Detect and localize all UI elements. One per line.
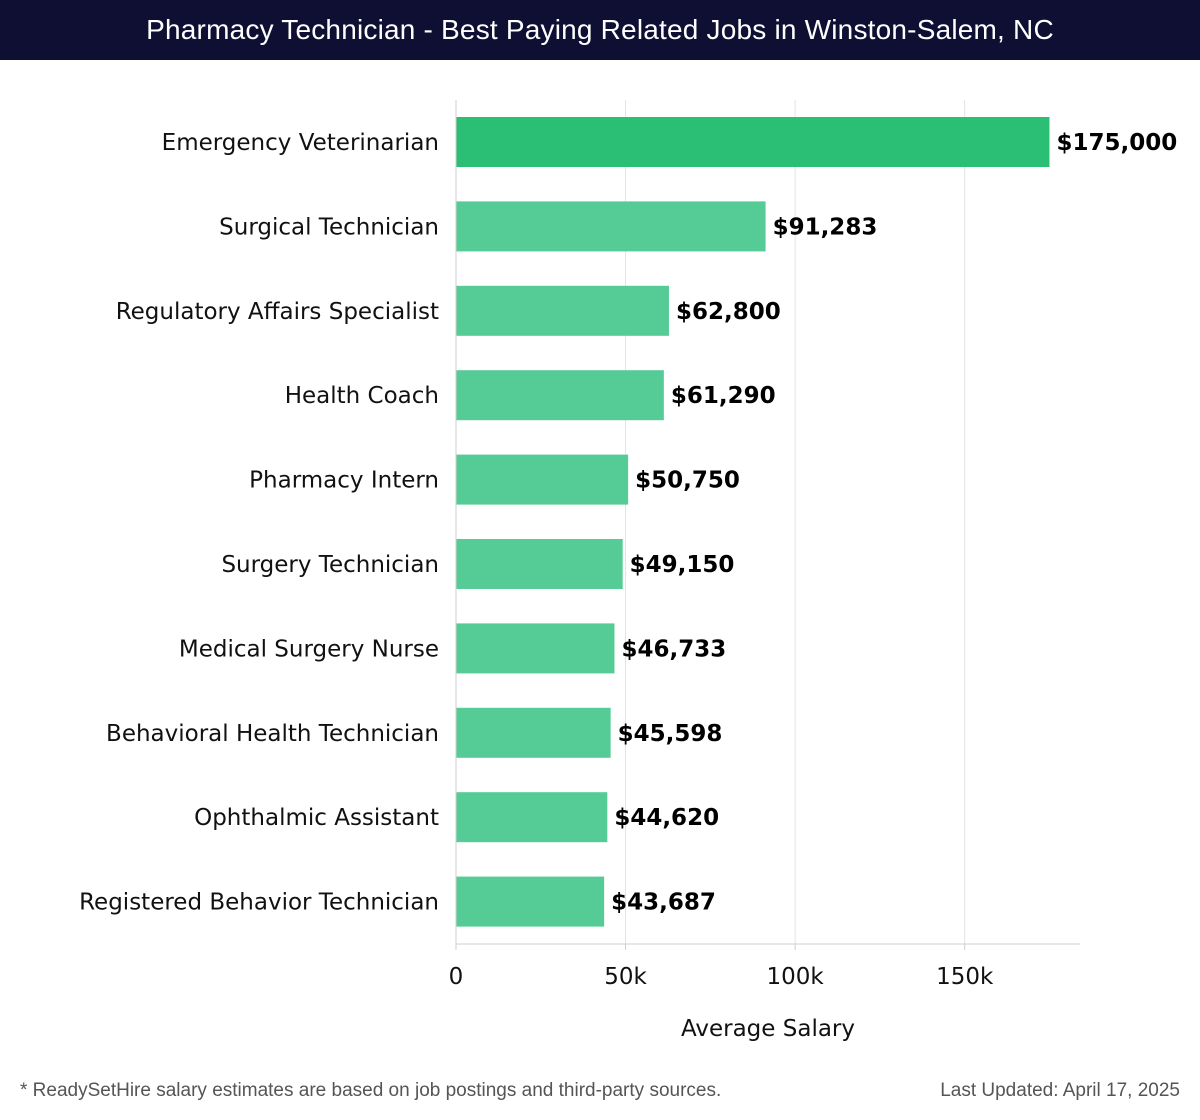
category-label: Medical Surgery Nurse — [179, 636, 439, 662]
category-label: Registered Behavior Technician — [79, 890, 439, 916]
bar — [456, 539, 623, 589]
value-label: $62,800 — [676, 299, 781, 325]
value-label: $175,000 — [1056, 130, 1177, 156]
category-label: Ophthalmic Assistant — [194, 805, 439, 831]
bar — [456, 792, 608, 843]
value-label: $44,620 — [614, 805, 719, 831]
footer-disclaimer: * ReadySetHire salary estimates are base… — [20, 1080, 722, 1101]
value-label: $43,687 — [611, 890, 716, 916]
x-tick-label: 150k — [936, 964, 994, 990]
category-label: Health Coach — [285, 383, 439, 409]
category-label: Behavioral Health Technician — [106, 721, 439, 747]
chart-header: Pharmacy Technician - Best Paying Relate… — [0, 0, 1200, 60]
bar — [456, 285, 669, 336]
bar — [456, 454, 629, 505]
bar — [456, 707, 611, 758]
value-label: $61,290 — [671, 383, 776, 409]
category-label: Emergency Veterinarian — [162, 130, 439, 156]
bar — [456, 370, 664, 421]
x-tick-label: 100k — [767, 964, 825, 990]
value-label: $91,283 — [773, 214, 878, 240]
chart-title: Pharmacy Technician - Best Paying Relate… — [146, 14, 1054, 45]
bar — [456, 201, 766, 252]
bar — [456, 876, 605, 927]
bar — [456, 623, 615, 674]
x-axis-title: Average Salary — [681, 1016, 855, 1042]
bar — [456, 117, 1050, 167]
value-label: $46,733 — [621, 636, 726, 662]
category-label: Pharmacy Intern — [249, 468, 439, 494]
x-tick-label: 0 — [449, 964, 464, 990]
bar-chart: Emergency Veterinarian $175,000 Surgical T… — [79, 100, 1177, 1042]
value-label: $50,750 — [635, 468, 740, 494]
value-label: $45,598 — [618, 721, 723, 747]
footer-last-updated: Last Updated: April 17, 2025 — [940, 1080, 1180, 1101]
x-axis: 0 50k 100k 150k — [449, 100, 1080, 990]
value-label: $49,150 — [630, 552, 735, 578]
x-tick-label: 50k — [604, 964, 647, 990]
bars: Emergency Veterinarian $175,000 Surgical T… — [79, 117, 1177, 927]
category-label: Surgical Technician — [219, 214, 439, 240]
category-label: Regulatory Affairs Specialist — [116, 299, 439, 325]
category-label: Surgery Technician — [221, 552, 439, 578]
